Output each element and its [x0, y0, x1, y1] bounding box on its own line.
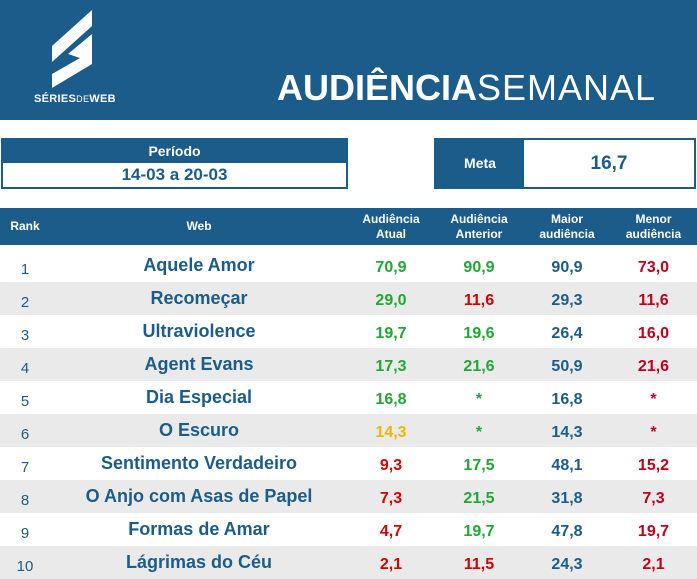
web-title-cell: Agent Evans [144, 354, 254, 374]
web-title-cell: Recomeçar [150, 288, 248, 308]
web-title-cell: Sentimento Verdadeiro [100, 453, 298, 473]
web-title-cell: O Escuro [158, 420, 240, 440]
maior-audiencia-cell: 50,9 [551, 357, 583, 375]
menor-audiencia-cell: * [650, 423, 657, 441]
maior-audiencia-cell: 24,3 [551, 555, 583, 573]
table-body: 1 Aquele Amor 70,9 90,9 90,9 73,0 2 Reco… [0, 249, 697, 579]
audiencia-atual-cell: 70,9 [375, 258, 407, 276]
rank-cell: 5 [20, 393, 30, 410]
web-title-cell: Aquele Amor [143, 255, 255, 275]
header-rank: Rank [10, 219, 40, 233]
rank-cell: 2 [20, 294, 30, 311]
rank-cell: 10 [16, 558, 34, 575]
header-audiencia-anterior: Audiência Anterior [450, 211, 508, 241]
audiencia-anterior-cell: * [475, 423, 483, 441]
periodo-value: 14-03 a 20-03 [121, 165, 228, 184]
table-row: 1 Aquele Amor 70,9 90,9 90,9 73,0 [0, 249, 697, 282]
audiencia-anterior-cell: 19,7 [463, 522, 495, 540]
audiencia-atual-cell: 4,7 [379, 522, 403, 540]
maior-audiencia-cell: 47,8 [551, 522, 583, 540]
menor-audiencia-cell: 73,0 [637, 258, 670, 276]
audiencia-atual-cell: 7,3 [379, 489, 403, 507]
audiencia-anterior-cell: * [475, 390, 483, 408]
audiencia-anterior-cell: 19,6 [463, 324, 495, 342]
maior-audiencia-cell: 16,8 [551, 390, 583, 408]
rank-cell: 9 [20, 525, 30, 542]
meta-label: Meta [436, 140, 524, 187]
rank-cell: 8 [20, 492, 30, 509]
web-title-cell: O Anjo com Asas de Papel [85, 486, 313, 506]
audiencia-atual-cell: 19,7 [375, 324, 407, 342]
meta-box: Meta 16,7 [434, 138, 696, 189]
audiencia-anterior-cell: 90,9 [463, 258, 495, 276]
audiencia-anterior-cell: 21,5 [463, 489, 495, 507]
rank-cell: 1 [20, 261, 30, 278]
menor-audiencia-cell: 15,2 [637, 456, 670, 474]
table-row: 6 O Escuro 14,3 * 14,3 * [0, 414, 697, 447]
rank-cell: 4 [20, 360, 30, 377]
table-row: 2 Recomeçar 29,0 11,6 29,3 11,6 [0, 282, 697, 315]
rank-cell: 7 [20, 459, 30, 476]
page-title: AUDIÊNCIASEMANAL [277, 67, 657, 108]
header-banner: SÉRIESDEWEB AUDIÊNCIASEMANAL [0, 0, 697, 120]
maior-audiencia-cell: 14,3 [551, 423, 583, 441]
maior-audiencia-cell: 31,8 [551, 489, 583, 507]
menor-audiencia-cell: * [650, 390, 657, 408]
table-row: 10 Lágrimas do Céu 2,1 11,5 24,3 2,1 [0, 546, 697, 579]
table-row: 3 Ultraviolence 19,7 19,6 26,4 16,0 [0, 315, 697, 348]
audiencia-atual-cell: 2,1 [379, 555, 403, 573]
header-menor-audiencia: Menor audiência [625, 211, 682, 241]
web-title-cell: Dia Especial [145, 387, 253, 407]
menor-audiencia-cell: 16,0 [637, 324, 670, 342]
maior-audiencia-cell: 48,1 [551, 456, 583, 474]
audiencia-anterior-cell: 17,5 [463, 456, 495, 474]
header-audiencia-atual: Audiência Atual [362, 211, 420, 241]
menor-audiencia-cell: 7,3 [642, 489, 665, 507]
audiencia-atual-cell: 16,8 [375, 390, 407, 408]
maior-audiencia-cell: 90,9 [551, 258, 583, 276]
web-title-cell: Lágrimas do Céu [125, 552, 273, 572]
audiencia-anterior-cell: 21,6 [463, 357, 495, 375]
audiencia-atual-cell: 29,0 [375, 291, 407, 309]
table-row: 9 Formas de Amar 4,7 19,7 47,8 19,7 [0, 513, 697, 546]
maior-audiencia-cell: 26,4 [551, 324, 583, 342]
table-row: 4 Agent Evans 17,3 21,6 50,9 21,6 [0, 348, 697, 381]
table-header: Rank Web Audiência Atual Audiência Anterio… [0, 208, 697, 245]
menor-audiencia-cell: 19,7 [637, 522, 670, 540]
web-title-cell: Formas de Amar [128, 519, 270, 539]
table-row: 7 Sentimento Verdadeiro 9,3 17,5 48,1 15… [0, 447, 697, 480]
audiencia-anterior-cell: 11,5 [463, 555, 495, 573]
audiencia-atual-cell: 9,3 [379, 456, 403, 474]
maior-audiencia-cell: 29,3 [551, 291, 583, 309]
audiencia-atual-cell: 17,3 [375, 357, 407, 375]
seriesdeweb-logo-icon [52, 10, 92, 88]
menor-audiencia-cell: 21,6 [637, 357, 670, 375]
brand-name: SÉRIESDEWEB [34, 93, 116, 105]
web-title-cell: Ultraviolence [142, 321, 256, 341]
header-web: Web [186, 219, 212, 233]
rank-cell: 6 [20, 426, 30, 443]
header-maior-audiencia: Maior audiência [539, 211, 595, 241]
rank-cell: 3 [20, 327, 30, 344]
periodo-box: Período 14-03 a 20-03 [1, 138, 348, 189]
menor-audiencia-cell: 2,1 [642, 555, 665, 573]
meta-value: 16,7 [590, 153, 628, 174]
periodo-label: Período [3, 140, 346, 163]
menor-audiencia-cell: 11,6 [638, 291, 669, 309]
audiencia-atual-cell: 14,3 [375, 423, 407, 441]
table-row: 5 Dia Especial 16,8 * 16,8 * [0, 381, 697, 414]
audiencia-anterior-cell: 11,6 [463, 291, 495, 309]
table-row: 8 O Anjo com Asas de Papel 7,3 21,5 31,8… [0, 480, 697, 513]
